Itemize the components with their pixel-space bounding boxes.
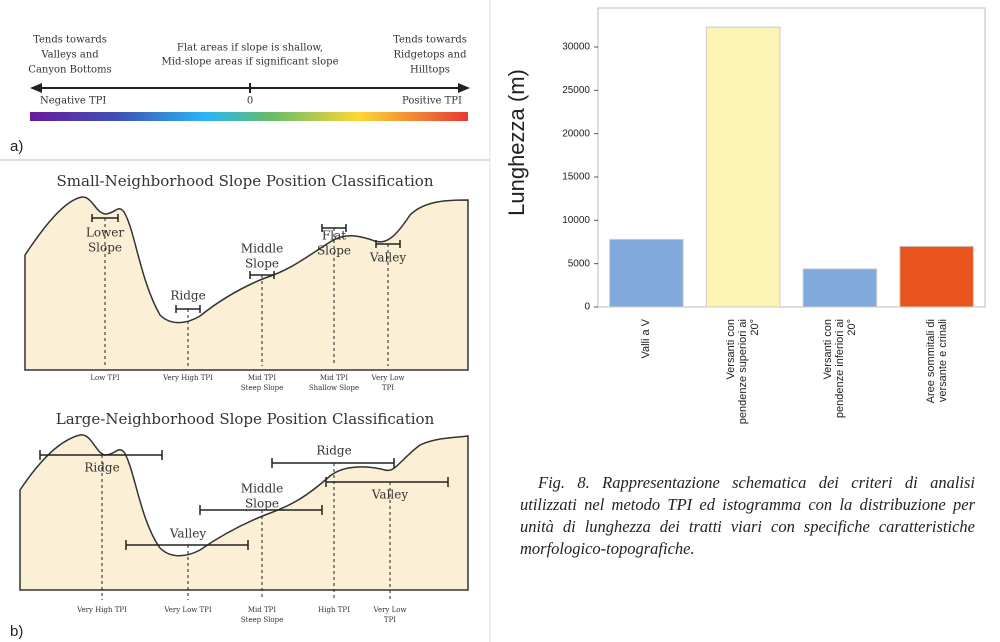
- diagram-title: Large-Neighborhood Slope Position Classi…: [56, 410, 435, 428]
- bar: [610, 239, 684, 307]
- diagram-label: Middle: [241, 482, 283, 496]
- note: Flat areas if slope is shallow,: [177, 43, 323, 54]
- bar: [803, 269, 877, 307]
- diagram-label: Slope: [245, 257, 279, 271]
- y-tick-label: 10000: [562, 215, 590, 226]
- y-tick-label: 30000: [562, 42, 590, 53]
- note: Mid-slope areas if significant slope: [162, 57, 339, 68]
- note: Hilltops: [410, 65, 450, 76]
- diagram-label: TPI: [382, 384, 394, 392]
- diagram-label: Mid TPI: [320, 374, 348, 382]
- caption: Fig. 8. Rappresentazione schematica dei …: [520, 472, 975, 560]
- x-tick-label: Versanti con pendenze superiori ai 20°: [725, 319, 761, 429]
- label: Positive TPI: [402, 96, 462, 107]
- diagram-title: Small-Neighborhood Slope Position Classi…: [57, 172, 434, 190]
- panel-label: b): [10, 623, 23, 640]
- gradient-bar: [30, 112, 468, 121]
- note: Tends towards: [393, 35, 467, 46]
- label: Negative TPI: [40, 96, 106, 107]
- page: Tends towards Valleys and Canyon Bottoms…: [0, 0, 1000, 642]
- terrain: [20, 435, 468, 590]
- diagram-label: Ridge: [170, 289, 205, 303]
- x-tick-label: Valli a V: [640, 319, 652, 429]
- diagram-label: Slope: [317, 244, 351, 258]
- panel-a: Tends towards Valleys and Canyon Bottoms…: [10, 35, 470, 155]
- diagram-label: Ridge: [316, 444, 351, 458]
- diagram-label: Low TPI: [90, 374, 119, 382]
- diagram-label: Very High TPI: [162, 374, 213, 382]
- label: 0: [247, 96, 253, 107]
- diagram-label: Mid TPI: [248, 374, 276, 382]
- y-tick-label: 0: [584, 302, 590, 313]
- note: Tends towards: [33, 35, 107, 46]
- diagram-label: Valley: [169, 527, 206, 541]
- diagram-label: Very Low TPI: [163, 606, 212, 614]
- y-tick-label: 20000: [562, 128, 590, 139]
- bar: [706, 27, 780, 307]
- diagram-label: High TPI: [318, 606, 350, 614]
- y-tick-label: 15000: [562, 172, 590, 183]
- note: Valleys and: [40, 50, 99, 61]
- diagram-label: Steep Slope: [241, 616, 283, 624]
- range-bar: [272, 458, 394, 468]
- y-tick-label: 5000: [568, 258, 591, 269]
- x-tick-label: Aree sommitali di versante e crinali: [925, 319, 949, 429]
- diagram-label: TPI: [384, 616, 396, 624]
- diagram-label: Steep Slope: [241, 384, 283, 392]
- bar: [900, 246, 974, 307]
- diagram-label: Shallow Slope: [309, 384, 359, 392]
- y-tick-label: 25000: [562, 85, 590, 96]
- diagram-label: Middle: [241, 242, 283, 256]
- note: Ridgetops and: [393, 50, 467, 61]
- diagram-label: Very Low: [373, 606, 407, 614]
- x-tick-label: Versanti con pendenze inferiori ai 20°: [822, 319, 858, 429]
- diagram-label: Very High TPI: [76, 606, 127, 614]
- diagram-label: Slope: [245, 497, 279, 511]
- terrain: [25, 197, 468, 370]
- note: Canyon Bottoms: [28, 65, 111, 76]
- y-axis-title: Lunghezza (m): [504, 69, 529, 216]
- panel-label: a): [10, 138, 23, 155]
- diagram-label: Mid TPI: [248, 606, 276, 614]
- diagram-label: Very Low: [371, 374, 405, 382]
